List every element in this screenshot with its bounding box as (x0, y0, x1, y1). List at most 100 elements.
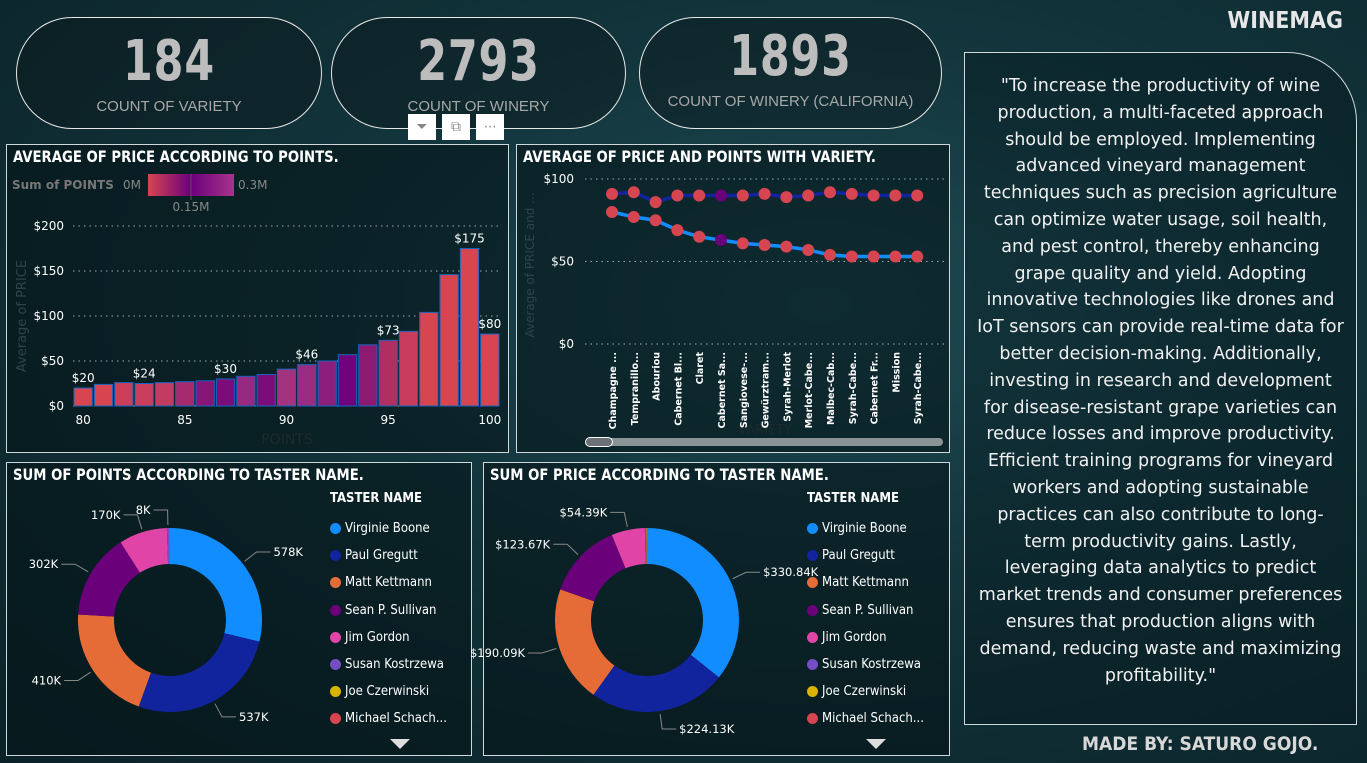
legend-item[interactable]: Sean P. Sullivan (330, 597, 447, 624)
bar (256, 374, 276, 407)
legend-item[interactable]: Michael Schach... (807, 705, 924, 732)
kpi-label: COUNT OF VARIETY (96, 98, 242, 115)
data-point (715, 234, 727, 247)
legend-item[interactable]: Matt Kettmann (330, 569, 447, 596)
leader-line (553, 543, 579, 555)
legend-item[interactable]: Jim Gordon (807, 624, 924, 651)
x-tick-label: Cabernet Sa... (717, 352, 728, 428)
y-tick-label: $200 (33, 219, 64, 233)
leader-line (61, 563, 89, 573)
x-tick-label: Mission (891, 352, 902, 393)
x-tick-label: Syrah-Cabe... (913, 352, 924, 424)
color-legend-mid: 0.15M (172, 200, 209, 214)
legend-item[interactable]: Paul Gregutt (807, 542, 924, 569)
legend-dot-icon (330, 713, 341, 725)
data-point (824, 248, 836, 261)
legend-item[interactable]: Susan Kostrzewa (330, 651, 447, 678)
color-legend-min: 0M (123, 178, 141, 192)
legend-label: Michael Schach... (345, 711, 447, 727)
y-tick-label: $150 (33, 264, 64, 278)
x-tick-label: Abouriou (652, 352, 663, 401)
x-tick-label: Cabernet Fr... (870, 352, 881, 424)
legend-item[interactable]: Joe Czerwinski (330, 678, 447, 705)
legend-item[interactable]: Virginie Boone (330, 515, 447, 542)
data-point (867, 250, 880, 263)
donut-slice (138, 633, 260, 713)
data-point (867, 189, 880, 202)
data-point (736, 189, 749, 202)
x-tick-label: Malbec-Cab... (826, 352, 837, 425)
data-point (845, 187, 858, 200)
bar (419, 311, 439, 407)
data-point (780, 240, 793, 253)
donut-slice (78, 542, 140, 617)
data-label: 410K (32, 673, 62, 687)
data-label: $46 (295, 348, 318, 362)
chart-title: AVERAGE OF PRICE ACCORDING TO POINTS. (13, 147, 339, 166)
legend-label: Sean P. Sullivan (822, 602, 914, 618)
more-options-button[interactable]: ⋯ (476, 114, 504, 140)
data-label: $330.84K (763, 565, 819, 579)
kpi-label: COUNT OF WINERY (CALIFORNIA) (667, 93, 914, 110)
bar (236, 375, 256, 407)
bar (317, 360, 337, 407)
data-point (649, 214, 662, 227)
legend-item[interactable]: Joe Czerwinski (807, 678, 924, 705)
legend-item[interactable]: Virginie Boone (807, 515, 924, 542)
chart-title: SUM OF POINTS ACCORDING TO TASTER NAME. (13, 465, 364, 484)
leader-line (64, 671, 91, 681)
legend-item[interactable]: Susan Kostrzewa (807, 651, 924, 678)
legend-title: TASTER NAME (330, 491, 422, 506)
legend-scroll-down-icon[interactable] (866, 739, 886, 749)
legend-label: Matt Kettmann (345, 575, 432, 591)
taster-legend: TASTER NAME Virginie Boone Paul Gregutt Mat… (330, 491, 447, 733)
donut-slice (169, 528, 170, 565)
legend-item[interactable]: Michael Schach... (330, 705, 447, 732)
filter-icon[interactable]: ⏷ (408, 114, 436, 140)
donut-slice (611, 528, 646, 569)
donut-slice (166, 528, 170, 565)
legend-label: Sean P. Sullivan (345, 602, 437, 618)
bar (358, 344, 378, 407)
data-label: $123.67K (495, 537, 551, 551)
data-label: 170K (91, 508, 121, 522)
legend-item[interactable]: Sean P. Sullivan (807, 597, 924, 624)
scrollbar-thumb[interactable] (585, 437, 613, 447)
bar (195, 380, 215, 407)
bar (276, 368, 297, 407)
legend-label: Jim Gordon (822, 629, 887, 645)
data-point (802, 189, 815, 202)
x-axis-title: VARIETY (738, 423, 792, 438)
legend-label: Matt Kettmann (822, 575, 909, 591)
y-tick-label: $50 (551, 255, 574, 269)
horizontal-scrollbar[interactable] (585, 437, 943, 447)
legend-item[interactable]: Jim Gordon (330, 624, 447, 651)
focus-mode-icon[interactable]: ⧉ (442, 114, 470, 140)
kpi-label: COUNT OF WINERY (407, 98, 550, 115)
y-axis-title: Average of PRICE (15, 260, 30, 372)
bar (337, 354, 358, 407)
x-tick-label: Gewürztram... (761, 352, 772, 428)
legend-scroll-down-icon[interactable] (390, 739, 410, 749)
data-point (911, 189, 924, 202)
data-label: $24 (133, 367, 156, 381)
x-tick-label: 80 (76, 413, 91, 427)
data-label: $175 (454, 232, 485, 246)
y-tick-label: $0 (49, 399, 64, 413)
data-point (802, 243, 815, 256)
x-tick-label: Merlot-Cabe... (804, 352, 815, 428)
x-tick-label: 90 (279, 413, 294, 427)
chart-title: SUM OF PRICE ACCORDING TO TASTER NAME. (490, 465, 829, 484)
legend-label: Virginie Boone (345, 521, 430, 537)
legend-dot-icon (330, 631, 341, 643)
data-point (693, 230, 706, 243)
data-point (889, 250, 902, 263)
legend-item[interactable]: Matt Kettmann (807, 569, 924, 596)
legend-item[interactable]: Paul Gregutt (330, 542, 447, 569)
y-tick-label: $0 (559, 337, 574, 351)
x-tick-label: 100 (478, 413, 501, 427)
data-point (693, 189, 706, 202)
bar (154, 382, 175, 407)
donut-slice (170, 528, 262, 642)
